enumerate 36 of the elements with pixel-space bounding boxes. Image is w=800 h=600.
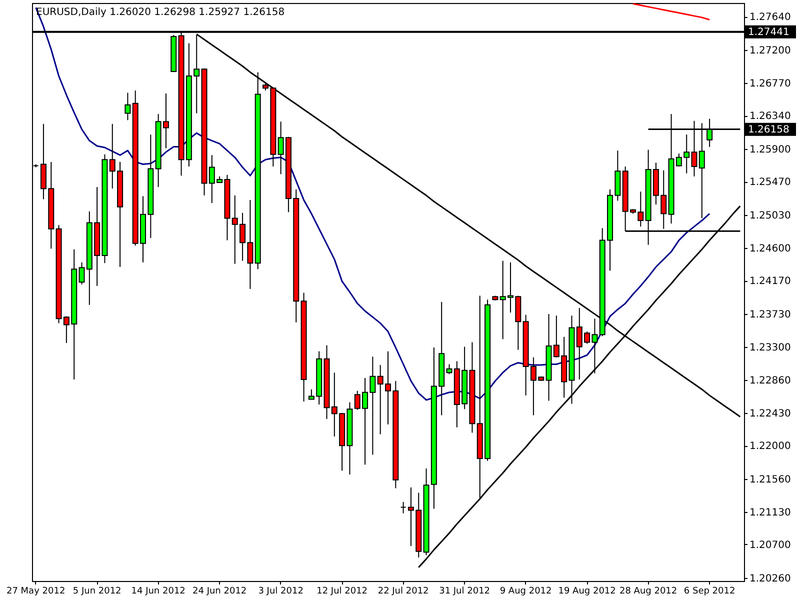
candlestick — [400, 501, 406, 514]
x-tick-label: 5 Jun 2012 — [72, 586, 122, 596]
text: 1.26158 — [748, 124, 790, 136]
y-tick-label: 1.26770 — [750, 78, 791, 90]
x-tick-label: 24 Jun 2012 — [192, 586, 247, 596]
line-series — [632, 3, 710, 20]
y-tick-label: 1.22000 — [750, 441, 791, 452]
x-tick-label: 3 Jul 2012 — [258, 586, 304, 596]
x-tick-label: 9 Aug 2012 — [500, 586, 552, 596]
y-tick-label: 1.25900 — [750, 144, 791, 156]
line-series — [35, 6, 710, 401]
x-tick-label: 28 Aug 2012 — [619, 586, 678, 596]
y-tick-label: 1.23730 — [750, 310, 791, 321]
y-tick-label: 1.24600 — [750, 243, 791, 254]
y-tick-label: 1.22430 — [750, 408, 791, 420]
x-tick-label: 14 Jun 2012 — [131, 586, 186, 596]
x-tick-label: 27 May 2012 — [6, 586, 66, 596]
y-tick-label: 1.20700 — [750, 540, 791, 551]
x-tick-label: 12 Jul 2012 — [316, 586, 368, 596]
y-tick-label: 1.27200 — [750, 46, 791, 57]
y-tick-label: 1.23300 — [750, 342, 791, 354]
y-tick-label: 1.24170 — [750, 276, 791, 288]
x-tick-label: 6 Sep 2012 — [684, 586, 736, 596]
y-tick-label: 1.20260 — [750, 573, 791, 584]
x-tick-label: 31 Jul 2012 — [439, 586, 490, 596]
y-tick-label: 1.22860 — [750, 376, 791, 387]
y-tick-label: 1.25030 — [750, 210, 791, 222]
ref-line-label: 1.27441 — [748, 26, 790, 38]
candlestick — [124, 92, 131, 121]
y-tick-label: 1.26340 — [750, 111, 791, 122]
y-tick-label: 1.27640 — [750, 12, 791, 24]
x-tick-label: 22 Jul 2012 — [378, 586, 429, 596]
x-tick-label: 19 Aug 2012 — [558, 586, 616, 596]
y-tick-label: 1.25470 — [750, 177, 791, 188]
y-tick-label: 1.21560 — [750, 474, 791, 486]
y-tick-label: 1.21130 — [750, 507, 791, 518]
